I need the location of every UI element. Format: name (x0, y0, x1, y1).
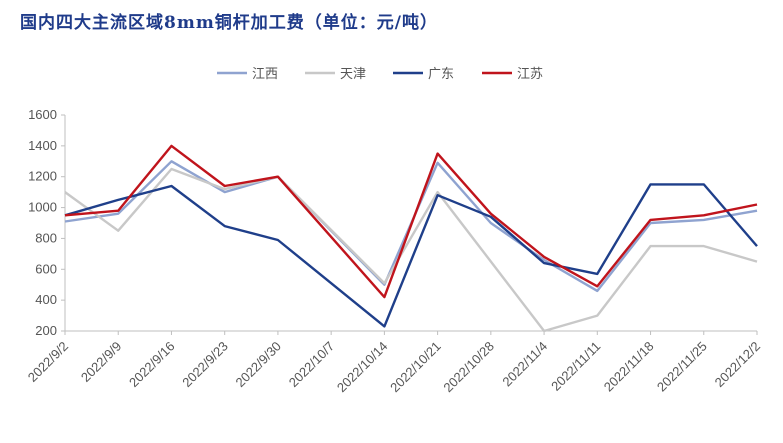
x-tick-label: 2022/10/21 (387, 339, 444, 396)
series-line-1 (64, 167, 758, 333)
x-tick-label: 2022/9/9 (78, 339, 124, 385)
legend-label-2: 广东 (428, 67, 454, 82)
legend-label-0: 江西 (252, 67, 278, 82)
x-tick-label: 2022/11/4 (499, 339, 550, 390)
series-line-3 (64, 144, 758, 299)
x-tick-label: 2022/10/14 (334, 339, 391, 396)
y-tick-label: 400 (35, 292, 57, 307)
legend-label-1: 天津 (340, 67, 366, 82)
legend-label-3: 江苏 (517, 66, 543, 82)
y-tick-label: 1000 (28, 200, 57, 215)
chart-title: 国内四大主流区域8mm铜杆加工费（单位：元/吨） (20, 13, 439, 33)
y-tick-label: 600 (35, 261, 57, 276)
x-tick-label: 2022/9/23 (179, 339, 231, 391)
series-line-2 (64, 183, 758, 328)
x-tick-label: 2022/9/2 (25, 339, 71, 385)
x-tick-label: 2022/9/30 (233, 339, 285, 391)
x-tick-label: 2022/11/18 (601, 339, 657, 395)
x-tick-label: 2022/11/11 (548, 339, 603, 394)
x-tick-label: 2022/10/7 (286, 339, 338, 391)
x-tick-label: 2022/10/28 (440, 339, 497, 396)
x-tick-label: 2022/11/25 (654, 339, 710, 395)
series-line-0 (64, 160, 758, 293)
y-tick-label: 1600 (28, 107, 57, 122)
y-tick-label: 1400 (28, 138, 57, 153)
x-tick-label: 2022/9/16 (126, 339, 178, 391)
series-lines (64, 144, 758, 333)
x-tick-label: 2022/12/2 (712, 339, 764, 391)
y-tick-label: 1200 (28, 169, 57, 184)
y-tick-label: 200 (35, 323, 57, 338)
y-tick-label: 800 (35, 230, 57, 245)
legend: 江西 天津 广东 江苏 (217, 66, 543, 82)
